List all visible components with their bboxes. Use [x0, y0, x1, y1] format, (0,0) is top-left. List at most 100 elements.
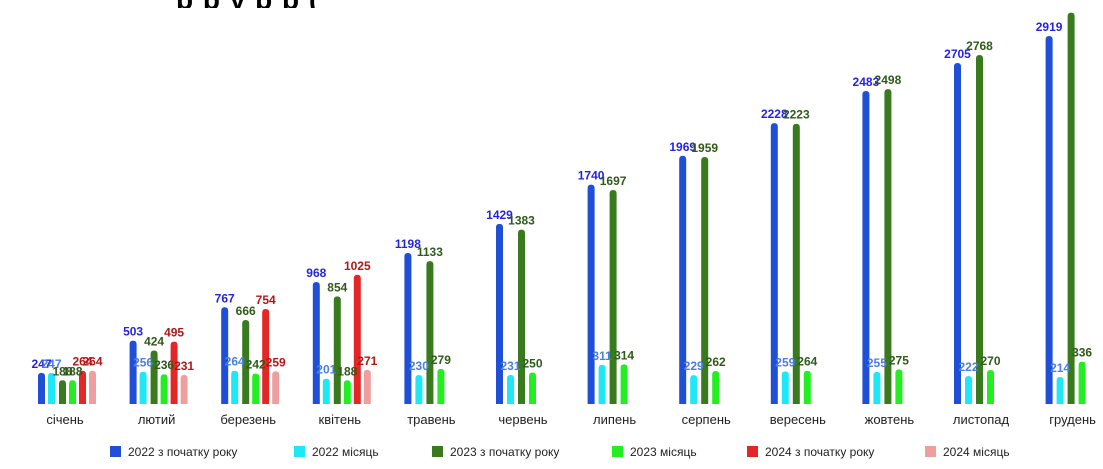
- bar-4-4: [343, 380, 351, 404]
- value-label-4-2: 236: [154, 358, 174, 372]
- value-label-1-6: 1429: [486, 208, 513, 222]
- legend-label-2: 2022 місяць: [312, 445, 379, 459]
- bar-1-10: [862, 90, 870, 404]
- bar-6-3: [272, 371, 280, 404]
- bar-5-1: [79, 370, 86, 404]
- value-label-1-7: 1740: [578, 169, 605, 183]
- bar-1-7: [587, 184, 595, 404]
- bar-1-11: [954, 62, 961, 405]
- value-label-6-3: 259: [266, 355, 286, 369]
- value-label-3-3: 666: [236, 304, 256, 318]
- bar-1-9: [770, 123, 778, 404]
- value-label-3-9: 2223: [783, 108, 810, 122]
- value-label-6-2: 231: [174, 359, 194, 373]
- bar-1-12: [1045, 36, 1053, 404]
- bar-4-8: [712, 370, 720, 404]
- chart-title-fragment: р р у р р (: [0, 0, 1103, 8]
- value-label-5-3: 754: [256, 293, 276, 307]
- x-tick-label-4: квітень: [319, 412, 362, 427]
- bar-3-5: [426, 261, 434, 404]
- bar-2-3: [231, 370, 239, 404]
- value-label-2-12: 214: [1050, 361, 1070, 375]
- value-label-1-9: 2228: [761, 107, 788, 121]
- value-label-1-5: 1198: [395, 237, 421, 251]
- bar-4-5: [437, 368, 445, 404]
- x-tick-label-10: жовтень: [865, 412, 915, 427]
- bar-2-8: [690, 375, 698, 404]
- x-tick-label-9: вересень: [770, 412, 826, 427]
- value-label-2-4: 201: [316, 363, 336, 377]
- bar-3-8: [701, 157, 709, 404]
- value-label-1-8: 1969: [669, 140, 696, 154]
- legend-label-3: 2023 з початку року: [450, 445, 559, 459]
- bar-5-2: [170, 341, 178, 404]
- bar-6-1: [89, 370, 96, 404]
- legend-label-5: 2024 з початку року: [765, 445, 874, 459]
- x-tick-label-2: лютий: [138, 412, 176, 427]
- value-label-4-12: 336: [1072, 346, 1092, 360]
- value-label-4-6: 250: [522, 356, 542, 370]
- value-label-4-9: 264: [797, 355, 817, 369]
- value-label-6-1: 264: [82, 355, 102, 369]
- legend-label-6: 2024 місяць: [943, 445, 1010, 459]
- value-label-4-7: 314: [614, 348, 634, 362]
- bar-2-10: [873, 371, 881, 404]
- bar-6-4: [363, 369, 371, 404]
- bar-2-9: [781, 371, 789, 404]
- value-label-3-8: 1959: [691, 141, 718, 155]
- value-label-4-5: 279: [431, 353, 451, 367]
- value-label-2-2: 256: [133, 356, 153, 370]
- value-label-1-3: 767: [215, 291, 235, 305]
- bar-1-4: [312, 281, 320, 404]
- bar-6-2: [180, 374, 188, 404]
- bar-1-3: [221, 307, 229, 404]
- value-label-3-2: 424: [144, 335, 164, 349]
- bar-2-11: [965, 376, 972, 404]
- value-label-3-5: 1133: [417, 245, 443, 259]
- legend-swatch-2: [294, 446, 305, 457]
- value-label-2-1: 247: [41, 357, 61, 371]
- bar-1-8: [679, 155, 687, 404]
- bar-2-7: [598, 364, 606, 404]
- bar-3-10: [884, 89, 892, 404]
- value-label-4-1: 188: [62, 364, 82, 378]
- bar-3-11: [976, 55, 983, 405]
- value-label-4-10: 275: [889, 353, 909, 367]
- value-label-4-11: 270: [980, 354, 1000, 368]
- value-label-2-8: 229: [684, 359, 704, 373]
- bar-2-4: [322, 378, 330, 404]
- value-labels-layer: 2472471881882642645032564242364952317672…: [31, 20, 1092, 378]
- bar-2-1: [48, 372, 55, 404]
- bar-2-5: [415, 375, 423, 404]
- value-label-1-2: 503: [123, 325, 143, 339]
- bar-2-6: [507, 374, 514, 404]
- value-label-5-2: 495: [164, 326, 184, 340]
- bar-3-6: [518, 229, 525, 404]
- bar-3-4: [333, 296, 341, 404]
- value-label-3-11: 2768: [966, 39, 993, 53]
- bar-4-7: [620, 364, 628, 404]
- bar-5-4: [353, 274, 361, 404]
- legend-swatch-1: [110, 446, 121, 457]
- x-tick-label-6: червень: [498, 412, 547, 427]
- value-label-4-4: 188: [337, 364, 357, 378]
- value-label-2-11: 222: [958, 360, 978, 374]
- bar-4-10: [895, 369, 903, 404]
- x-tick-label-3: березень: [220, 412, 276, 427]
- bar-1-6: [496, 223, 503, 404]
- value-label-2-6: 231: [500, 359, 520, 373]
- bar-3-9: [792, 123, 800, 404]
- value-label-6-4: 271: [357, 354, 377, 368]
- legend-swatch-5: [747, 446, 758, 457]
- legend-swatch-3: [432, 446, 443, 457]
- chart-title-fragment-text: р р у р р (: [176, 0, 319, 8]
- legend-label-4: 2023 місяць: [630, 445, 697, 459]
- bar-5-3: [262, 308, 270, 404]
- value-label-2-5: 230: [409, 359, 429, 373]
- bar-4-9: [803, 370, 811, 404]
- value-label-4-8: 262: [706, 355, 726, 369]
- value-label-1-1: 247: [31, 357, 51, 371]
- legend-swatch-4: [612, 446, 623, 457]
- bars-layer: [38, 12, 1086, 405]
